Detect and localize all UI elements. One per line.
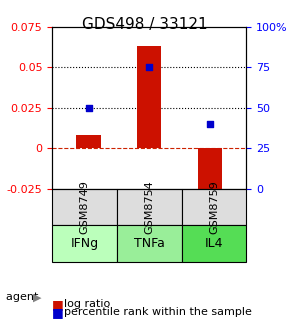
Text: TNFa: TNFa — [134, 237, 165, 250]
Text: ■: ■ — [52, 298, 64, 310]
Text: GSM8759: GSM8759 — [209, 180, 219, 234]
Text: agent: agent — [6, 292, 42, 302]
FancyBboxPatch shape — [52, 188, 117, 225]
Text: GSM8754: GSM8754 — [144, 180, 154, 234]
Text: IL4: IL4 — [205, 237, 223, 250]
Text: log ratio: log ratio — [64, 299, 110, 309]
FancyBboxPatch shape — [182, 188, 246, 225]
Text: ■: ■ — [52, 306, 64, 319]
Text: percentile rank within the sample: percentile rank within the sample — [64, 307, 252, 318]
FancyBboxPatch shape — [117, 225, 182, 262]
Point — [147, 65, 152, 70]
FancyBboxPatch shape — [117, 188, 182, 225]
Text: IFNg: IFNg — [70, 237, 99, 250]
Bar — [137, 46, 162, 148]
Point — [86, 105, 91, 111]
Point — [208, 121, 212, 127]
Text: GSM8749: GSM8749 — [79, 180, 90, 234]
Text: GDS498 / 33121: GDS498 / 33121 — [82, 17, 208, 32]
Bar — [77, 135, 101, 148]
FancyBboxPatch shape — [52, 225, 117, 262]
Bar — [198, 148, 222, 197]
FancyBboxPatch shape — [182, 225, 246, 262]
Text: ▶: ▶ — [33, 292, 42, 302]
